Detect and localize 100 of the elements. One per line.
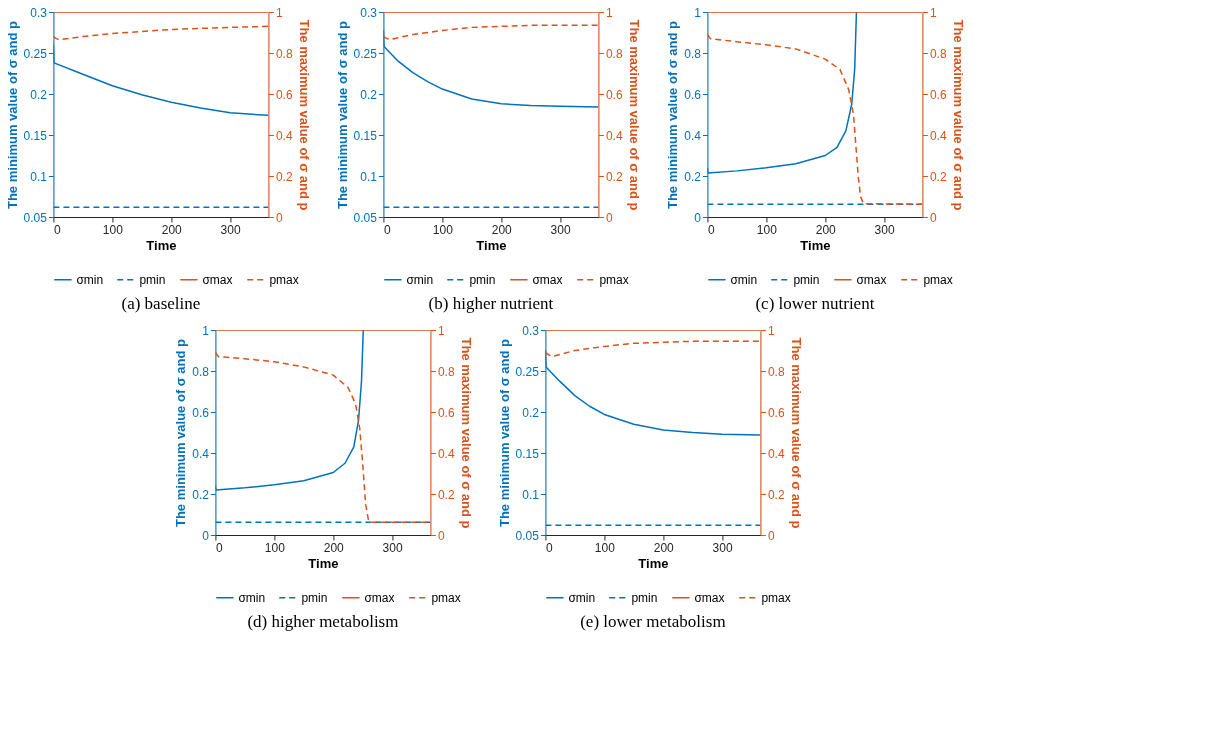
y-tick-label: 0.4 — [192, 446, 210, 461]
legend-label: pmax — [431, 590, 461, 605]
x-tick-label: 300 — [220, 222, 241, 237]
x-tick-label: 100 — [264, 540, 286, 555]
legend-label: pmax — [269, 272, 299, 287]
x-tick-label: 300 — [712, 540, 733, 555]
y2-tick-label: 0.8 — [437, 364, 455, 379]
y2-tick-label: 0.2 — [929, 169, 947, 184]
y2-tick-label: 0.2 — [767, 487, 785, 502]
legend-label: σmin — [76, 272, 104, 287]
x-tick-label: 0 — [53, 222, 61, 237]
x-tick-label: 200 — [491, 222, 513, 237]
y-tick-label: 0.4 — [684, 128, 702, 143]
y-tick-label: 0.3 — [522, 323, 540, 338]
x-tick-label: 200 — [815, 222, 837, 237]
y-tick-label: 0.05 — [353, 210, 378, 225]
y2-tick-label: 0.8 — [275, 46, 293, 61]
y2-tick-label: 0.4 — [437, 446, 455, 461]
legend-label: pmin — [139, 272, 166, 287]
y-tick-label: 0.2 — [522, 405, 540, 420]
x-tick-label: 300 — [874, 222, 895, 237]
y2-tick-label: 0 — [605, 210, 613, 225]
x-tick-label: 200 — [161, 222, 183, 237]
x-tick-label: 100 — [432, 222, 454, 237]
y-tick-label: 0.15 — [515, 446, 540, 461]
y2-tick-label: 0.2 — [437, 487, 455, 502]
x-tick-label: 200 — [323, 540, 345, 555]
legend-label: σmin — [730, 272, 758, 287]
legend-label: σmax — [694, 590, 725, 605]
x-axis-title: Time — [308, 555, 339, 571]
legend-label: σmin — [406, 272, 434, 287]
x-tick-label: 200 — [653, 540, 675, 555]
y2-tick-label: 0.6 — [437, 405, 455, 420]
y2-tick-label: 0 — [767, 528, 775, 543]
y-tick-label: 0.6 — [684, 87, 702, 102]
x-axis-title: Time — [638, 555, 669, 571]
x-tick-label: 100 — [102, 222, 124, 237]
legend-label: pmax — [761, 590, 791, 605]
legend-label: pmax — [923, 272, 953, 287]
x-tick-label: 300 — [382, 540, 403, 555]
y2-tick-label: 0.8 — [929, 46, 947, 61]
y-axis-title: The minimum value of σ and p — [4, 20, 20, 210]
y-tick-label: 0.2 — [30, 87, 48, 102]
y-axis-title: The minimum value of σ and p — [173, 338, 189, 528]
legend-label: σmax — [364, 590, 395, 605]
y-tick-label: 0.1 — [360, 169, 378, 184]
y2-tick-label: 0 — [929, 210, 937, 225]
y-axis-title: The minimum value of σ and p — [665, 20, 681, 210]
x-tick-label: 300 — [550, 222, 571, 237]
y2-tick-label: 1 — [605, 5, 613, 20]
legend-label: σmax — [856, 272, 887, 287]
text: (b) higher nutrient — [428, 294, 554, 313]
legend-label: pmin — [631, 590, 658, 605]
y2-tick-label: 0.6 — [605, 87, 623, 102]
y2-tick-label: 0.6 — [275, 87, 293, 102]
y-axis-title: The minimum value of σ and p — [334, 20, 350, 210]
y2-tick-label: 0.8 — [605, 46, 623, 61]
y2-tick-label: 0.4 — [767, 446, 785, 461]
x-tick-label: 0 — [383, 222, 391, 237]
y-tick-label: 0.1 — [30, 169, 48, 184]
y-tick-label: 1 — [694, 5, 702, 20]
y-tick-label: 0.8 — [684, 46, 702, 61]
y2-tick-label: 0.6 — [767, 405, 785, 420]
x-axis-title: Time — [146, 237, 177, 253]
y2-axis-title: The maximum value of σ and p — [296, 19, 312, 211]
x-tick-label: 0 — [707, 222, 715, 237]
y-tick-label: 0.8 — [192, 364, 210, 379]
y2-tick-label: 0 — [275, 210, 283, 225]
y2-tick-label: 1 — [929, 5, 937, 20]
y-tick-label: 0.25 — [23, 46, 48, 61]
y-tick-label: 0.3 — [360, 5, 378, 20]
y2-tick-label: 0.2 — [605, 169, 623, 184]
y-tick-label: 0.05 — [23, 210, 48, 225]
y2-tick-label: 0.4 — [275, 128, 293, 143]
y-tick-label: 0.2 — [192, 487, 210, 502]
x-axis-title: Time — [476, 237, 507, 253]
text: (e) lower metabolism — [580, 612, 726, 631]
legend-label: pmax — [599, 272, 629, 287]
y-tick-label: 0.2 — [360, 87, 378, 102]
y2-tick-label: 1 — [275, 5, 283, 20]
y2-tick-label: 0.6 — [929, 87, 947, 102]
legend-label: pmin — [793, 272, 820, 287]
x-axis-title: Time — [800, 237, 831, 253]
y2-axis-title: The maximum value of σ and p — [626, 19, 642, 211]
legend-label: pmin — [469, 272, 496, 287]
y-tick-label: 0 — [202, 528, 210, 543]
legend-label: σmin — [238, 590, 266, 605]
y-tick-label: 0 — [694, 210, 702, 225]
y2-axis-title: The maximum value of σ and p — [458, 337, 474, 529]
y-tick-label: 0.25 — [515, 364, 540, 379]
y2-tick-label: 1 — [437, 323, 445, 338]
y-tick-label: 1 — [202, 323, 210, 338]
x-tick-label: 100 — [594, 540, 616, 555]
x-tick-label: 100 — [756, 222, 778, 237]
y2-tick-label: 0.8 — [767, 364, 785, 379]
y-axis-title: The minimum value of σ and p — [496, 338, 512, 528]
y2-tick-label: 0 — [437, 528, 445, 543]
x-tick-label: 0 — [545, 540, 553, 555]
y-tick-label: 0.05 — [515, 528, 540, 543]
legend-label: σmin — [568, 590, 596, 605]
